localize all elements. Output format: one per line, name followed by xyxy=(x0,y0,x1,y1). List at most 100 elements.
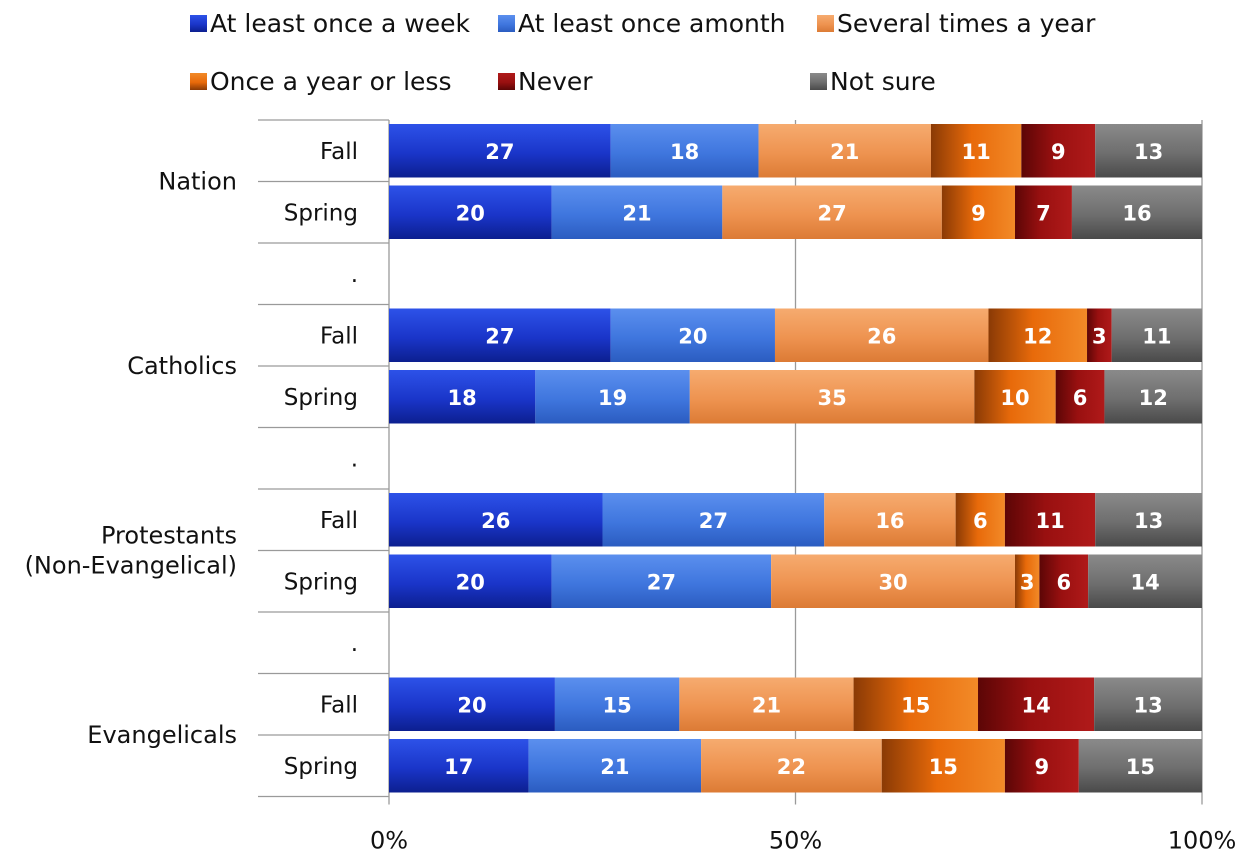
row-label: . xyxy=(351,446,358,472)
data-label: 18 xyxy=(670,140,699,164)
bar-segment xyxy=(1021,124,1096,178)
bar-segment xyxy=(1004,739,1079,793)
row-label: . xyxy=(351,262,358,288)
bar-segment xyxy=(551,554,772,608)
row-label: Fall xyxy=(320,692,358,718)
data-label: 16 xyxy=(1122,201,1151,225)
legend-swatch xyxy=(190,15,207,32)
category-label: Nation xyxy=(158,168,237,196)
data-label: 11 xyxy=(1035,509,1064,533)
legend-label: Not sure xyxy=(830,67,936,96)
data-label: 3 xyxy=(1020,570,1035,594)
row-label: Spring xyxy=(284,200,358,226)
bar-row: 20 21 27 9 7 16 xyxy=(389,185,1202,239)
row-label: Spring xyxy=(284,569,358,595)
data-label: 27 xyxy=(485,140,514,164)
data-label: 11 xyxy=(1142,324,1171,348)
data-label: 13 xyxy=(1134,509,1163,533)
bar-row: 17 21 22 15 9 15 xyxy=(389,739,1202,793)
data-label: 35 xyxy=(817,386,846,410)
legend-item: Once a year or less xyxy=(190,67,451,96)
data-label: 9 xyxy=(971,201,986,225)
bar-segment xyxy=(389,677,555,731)
data-label: 27 xyxy=(647,570,676,594)
bar-row: 18 19 35 10 6 12 xyxy=(389,370,1202,424)
data-label: 20 xyxy=(456,201,485,225)
x-tick-label: 50% xyxy=(769,827,822,854)
legend-swatch xyxy=(498,15,515,32)
data-label: 3 xyxy=(1092,324,1107,348)
data-label: 27 xyxy=(485,324,514,348)
bar-segment xyxy=(610,124,759,178)
bar-segment xyxy=(1095,493,1202,547)
bar-segment xyxy=(528,739,702,793)
bar-segment xyxy=(389,185,552,239)
data-label: 20 xyxy=(678,324,707,348)
data-label: 6 xyxy=(973,509,988,533)
bar-segment xyxy=(881,739,1005,793)
legend-label: Several times a year xyxy=(837,9,1096,38)
legend-swatch xyxy=(817,15,834,32)
bar-segment xyxy=(689,370,975,424)
bar-segment xyxy=(1087,308,1112,362)
bar-segment xyxy=(554,677,680,731)
bar-segment xyxy=(389,554,552,608)
data-label: 11 xyxy=(962,140,991,164)
data-label: 26 xyxy=(867,324,896,348)
legend-swatch xyxy=(498,73,515,90)
data-label: 7 xyxy=(1036,201,1051,225)
legend-item: Not sure xyxy=(810,67,936,96)
data-label: 27 xyxy=(699,509,728,533)
bar-segment xyxy=(1015,554,1040,608)
row-label: Fall xyxy=(320,508,358,534)
bar-segment xyxy=(1104,370,1202,424)
data-label: 21 xyxy=(830,140,859,164)
bar-segment xyxy=(722,185,942,239)
bar-segment xyxy=(389,739,529,793)
row-label: Fall xyxy=(320,323,358,349)
bar-row: 26 27 16 6 11 13 xyxy=(389,493,1202,547)
data-label: 16 xyxy=(875,509,904,533)
bar-segment xyxy=(610,308,775,362)
data-label: 15 xyxy=(901,693,930,717)
bar-segment xyxy=(1078,739,1202,793)
data-label: 15 xyxy=(603,693,632,717)
row-label: Fall xyxy=(320,139,358,165)
legend-item: At least once amonth xyxy=(498,9,786,38)
legend-item: Never xyxy=(498,67,593,96)
bar-segment xyxy=(978,677,1095,731)
bar-segment xyxy=(941,185,1016,239)
data-label: 14 xyxy=(1021,693,1050,717)
bar-row: 20 15 21 15 14 13 xyxy=(389,677,1202,731)
bar-segment xyxy=(701,739,882,793)
bar-segment xyxy=(389,493,603,547)
data-label: 17 xyxy=(444,755,473,779)
bar-segment xyxy=(602,493,825,547)
row-label: Spring xyxy=(284,754,358,780)
row-label: . xyxy=(351,631,358,657)
bar-segment xyxy=(758,124,931,178)
x-axis: 0% 50% 100% xyxy=(370,796,1236,854)
data-label: 21 xyxy=(752,693,781,717)
bar-segment xyxy=(931,124,1022,178)
data-label: 19 xyxy=(598,386,627,410)
category-label: Protestants xyxy=(101,522,237,550)
bar-segment xyxy=(389,370,536,424)
data-label: 21 xyxy=(600,755,629,779)
bar-segment xyxy=(1039,554,1089,608)
data-label: 30 xyxy=(878,570,907,594)
data-label: 15 xyxy=(929,755,958,779)
data-label: 10 xyxy=(1000,386,1029,410)
bar-segment xyxy=(771,554,1016,608)
data-label: 26 xyxy=(481,509,510,533)
bar-segment xyxy=(824,493,956,547)
legend-label: Once a year or less xyxy=(210,67,451,96)
row-labels: Fall Spring. Fall Spring. Fall Spring. Fall Spr… xyxy=(284,139,358,780)
category-label: (Non-Evangelical) xyxy=(25,552,237,580)
legend: At least once a week At least once amonth… xyxy=(190,9,1096,96)
bar-segment xyxy=(389,308,611,362)
data-label: 18 xyxy=(448,386,477,410)
data-label: 27 xyxy=(817,201,846,225)
bar-segment xyxy=(535,370,690,424)
